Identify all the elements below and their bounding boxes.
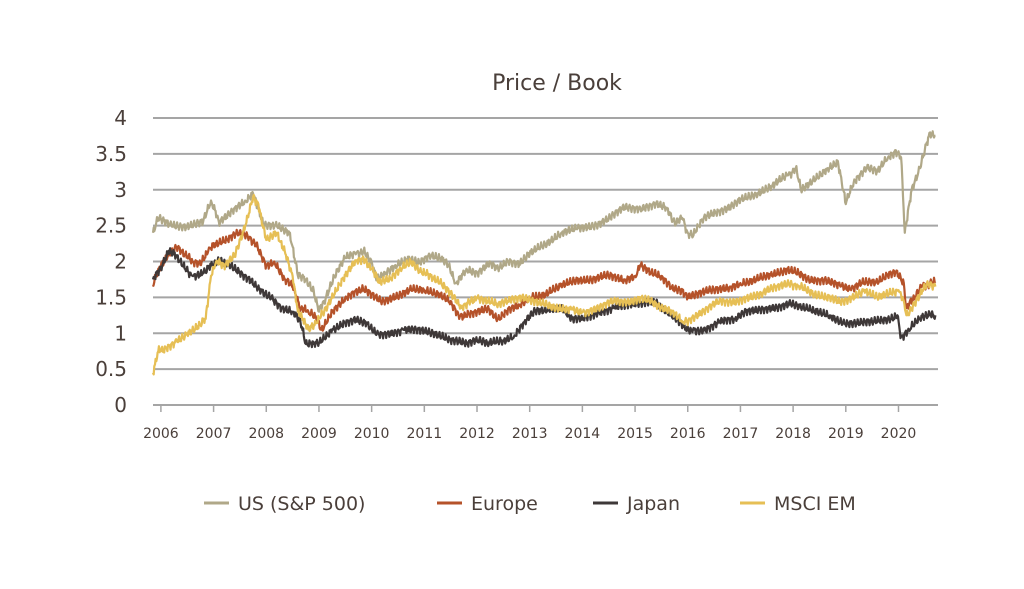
x-tick-label: 2015 (617, 426, 653, 442)
y-tick-label: 1 (114, 321, 127, 345)
x-axis-ticks: 2006 2007 2008 2009 2010 2011 2012 2013 2014 2015… (143, 405, 916, 442)
y-tick-label: 1.5 (95, 285, 127, 309)
legend: US (S&P 500) Europe Japan MSCI EM (204, 493, 856, 515)
y-tick-label: 2 (114, 250, 127, 274)
x-tick-label: 2014 (565, 426, 601, 442)
series-line-europe (151, 228, 937, 332)
x-tick-label: 2020 (881, 426, 917, 442)
y-tick-label: 2.5 (95, 214, 127, 238)
legend-label: MSCI EM (774, 493, 856, 515)
x-tick-label: 2012 (459, 426, 495, 442)
x-tick-label: 2011 (407, 426, 443, 442)
legend-label: US (S&P 500) (238, 493, 365, 515)
x-tick-label: 2018 (775, 426, 811, 442)
x-tick-label: 2013 (512, 426, 548, 442)
x-tick-label: 2007 (196, 426, 232, 442)
series-line-us-s-p-500 (151, 130, 936, 313)
legend-label: Japan (626, 493, 680, 515)
y-tick-label: 0.5 (95, 357, 127, 381)
legend-label: Europe (471, 493, 538, 515)
series-line-msci-em (151, 193, 937, 376)
x-tick-label: 2019 (828, 426, 864, 442)
series-lines (151, 130, 937, 376)
series-line-japan (151, 247, 937, 349)
y-tick-label: 3 (114, 178, 127, 202)
y-tick-label: 0 (114, 393, 127, 417)
y-axis-ticks: 0 0.5 1 1.5 2 2.5 3 3.5 4 (95, 106, 127, 417)
y-tick-label: 3.5 (95, 142, 127, 166)
x-tick-label: 2017 (723, 426, 759, 442)
chart-title: Price / Book (492, 71, 622, 96)
y-tick-label: 4 (114, 106, 127, 130)
x-tick-label: 2016 (670, 426, 706, 442)
x-tick-label: 2008 (248, 426, 284, 442)
x-tick-label: 2010 (354, 426, 390, 442)
x-tick-label: 2006 (143, 426, 179, 442)
gridlines (153, 117, 938, 406)
x-tick-label: 2009 (301, 426, 337, 442)
